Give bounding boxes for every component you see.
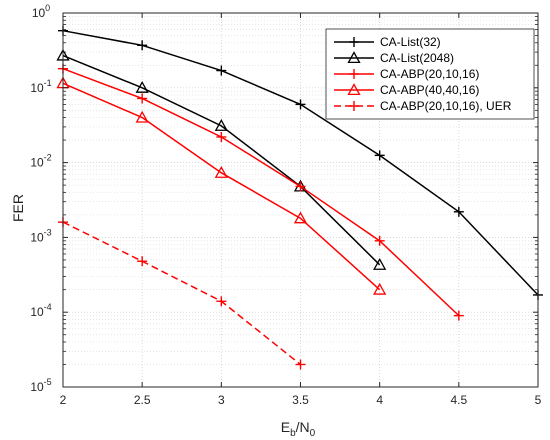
series-line [62, 68, 460, 317]
series-line [62, 221, 301, 366]
y-tick-exponent: -5 [44, 377, 52, 387]
plus-marker [216, 131, 227, 142]
legend-label: CA-ABP(20,10,16) [380, 67, 479, 81]
series-line [62, 82, 381, 291]
x-axis-label-sub2: 0 [310, 428, 316, 439]
legend-label: CA-List(32) [380, 35, 441, 49]
plus-marker [374, 150, 385, 161]
triangle-marker [293, 211, 308, 224]
plus-marker [349, 69, 359, 79]
plus-marker [453, 310, 464, 321]
legend-label: CA-List(2048) [380, 51, 454, 65]
series-2 [56, 48, 387, 270]
legend-item: CA-ABP(20,10,16) [334, 67, 479, 81]
x-axis-label-main: E [281, 419, 290, 435]
plus-marker [137, 40, 148, 51]
triangle-marker [347, 51, 361, 64]
plus-marker [349, 37, 359, 47]
plus-marker [295, 359, 306, 370]
plus-marker [349, 101, 359, 111]
series-line [62, 54, 381, 266]
y-tick-base: 10 [30, 380, 44, 394]
y-tick-exponent: -4 [44, 302, 52, 312]
y-tick-label: 10-1 [30, 78, 51, 95]
y-tick-exponent: -3 [44, 227, 52, 237]
x-tick-label: 2 [60, 393, 67, 407]
y-tick-base: 10 [30, 156, 44, 170]
x-tick-label: 5 [535, 393, 542, 407]
y-tick-label: 10-3 [30, 227, 51, 244]
triangle-marker [135, 110, 149, 123]
legend-item: CA-List(32) [334, 35, 441, 49]
y-tick-base: 10 [32, 6, 46, 20]
y-tick-label: 10-2 [30, 153, 51, 170]
plus-marker [295, 99, 306, 110]
y-tick-exponent: -1 [44, 78, 52, 88]
x-axis-label-sub1: b [290, 428, 296, 439]
triangle-marker [347, 83, 361, 96]
y-axis-label: FER [10, 194, 26, 222]
plus-marker [374, 235, 385, 246]
x-axis-label: Eb/N0 [281, 419, 316, 439]
axes [62, 12, 539, 388]
plus-marker [295, 181, 306, 192]
x-tick-label: 2.5 [134, 393, 151, 407]
triangle-marker [373, 282, 387, 295]
x-tick-label: 4.5 [450, 393, 467, 407]
triangle-marker [373, 257, 387, 270]
legend-item: CA-ABP(20,10,16), UER [334, 99, 512, 113]
plus-marker [453, 206, 464, 217]
y-tick-label: 10-5 [30, 377, 51, 394]
triangle-marker [135, 80, 149, 93]
legend-label: CA-ABP(40,40,16) [380, 83, 479, 97]
plus-marker [216, 296, 227, 307]
x-tick-label: 4 [376, 393, 383, 407]
x-axis-label-sep: /N [296, 419, 310, 435]
y-tick-base: 10 [30, 230, 44, 244]
triangle-marker [214, 119, 228, 131]
legend-item: CA-ABP(40,40,16) [334, 83, 479, 97]
triangle-marker [214, 165, 228, 178]
series-3 [58, 63, 464, 321]
plus-marker [137, 93, 148, 104]
legend-label: CA-ABP(20,10,16), UER [380, 99, 512, 113]
legend: CA-List(32) CA-List(2048) CA-ABP(20,10,16)… [325, 28, 535, 120]
y-tick-label: 100 [32, 3, 50, 20]
plus-marker [137, 256, 148, 267]
y-tick-exponent: 0 [45, 3, 50, 13]
legend-item: CA-List(2048) [334, 51, 454, 65]
plus-marker [216, 65, 227, 76]
y-tick-exponent: -2 [44, 153, 52, 163]
y-tick-label: 10-4 [30, 302, 51, 319]
y-tick-base: 10 [30, 305, 44, 319]
x-tick-label: 3 [218, 393, 225, 407]
y-tick-base: 10 [30, 81, 44, 95]
x-tick-label: 3.5 [292, 393, 309, 407]
